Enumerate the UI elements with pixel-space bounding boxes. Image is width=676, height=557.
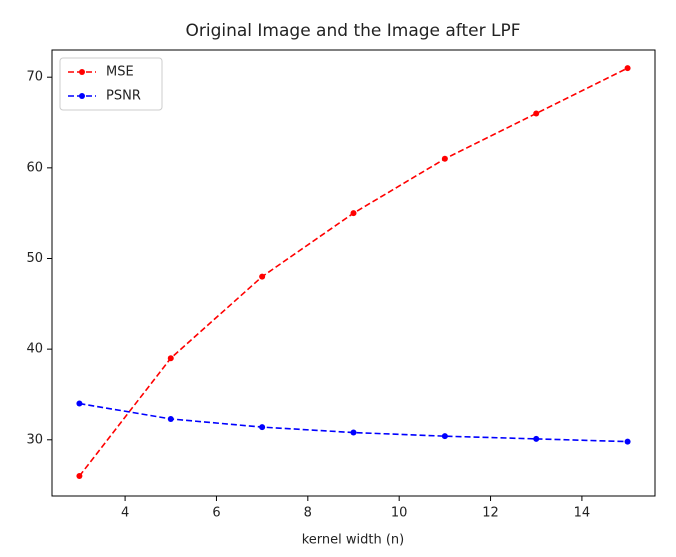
y-tick-label: 70: [26, 70, 43, 85]
legend-label: PSNR: [106, 89, 141, 104]
data-point: [76, 473, 83, 480]
data-point: [350, 429, 357, 436]
legend-marker: [79, 93, 85, 99]
data-point: [167, 415, 174, 422]
x-tick-label: 6: [212, 506, 220, 521]
series-line: [79, 402, 628, 443]
data-point: [76, 400, 83, 407]
y-tick-label: 40: [26, 342, 43, 357]
series-line: [78, 67, 628, 477]
legend-label: MSE: [106, 65, 134, 80]
data-point: [259, 424, 266, 431]
data-point: [259, 273, 266, 280]
y-tick-label: 50: [26, 251, 43, 266]
x-tick-label: 8: [304, 506, 312, 521]
data-point: [624, 438, 631, 445]
x-tick-label: 14: [574, 506, 591, 521]
legend-marker: [79, 69, 85, 75]
data-point: [624, 65, 631, 72]
x-tick-label: 10: [391, 506, 408, 521]
chart-title: Original Image and the Image after LPF: [185, 21, 520, 41]
data-point: [350, 210, 357, 217]
data-point: [533, 110, 540, 117]
data-point: [441, 433, 448, 440]
data-point: [167, 355, 174, 362]
x-tick-label: 12: [482, 506, 499, 521]
data-point: [533, 435, 540, 442]
x-tick-label: 4: [121, 506, 129, 521]
y-tick-label: 30: [26, 432, 43, 447]
x-axis-label: kernel width (n): [302, 533, 405, 548]
data-point: [441, 155, 448, 162]
plot-frame: [51, 49, 656, 497]
legend-box: [59, 57, 163, 111]
y-tick-label: 60: [26, 160, 43, 175]
